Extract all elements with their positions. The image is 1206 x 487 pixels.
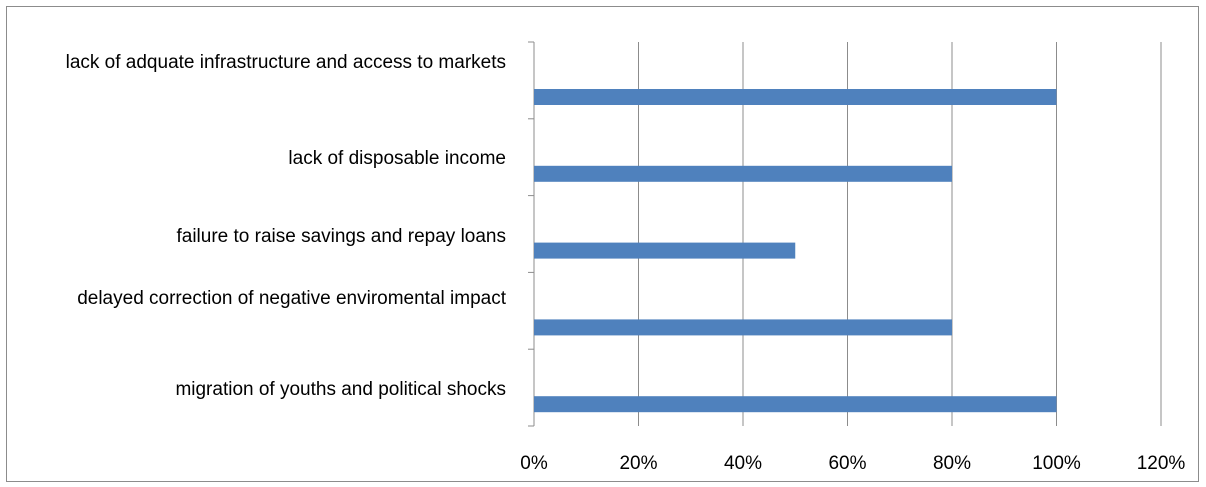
x-tick-label: 60% [828,453,866,474]
category-label: lack of adquate infrastructure and acces… [65,52,506,73]
bar-4 [534,396,1057,413]
x-tick-label: 100% [1032,453,1081,474]
category-label: migration of youths and political shocks [175,379,506,400]
bar-0 [534,89,1057,105]
category-label: failure to raise savings and repay loans [176,226,506,247]
bar-3 [534,319,952,336]
bar-2 [534,242,796,259]
x-tick-label: 0% [520,453,548,474]
x-tick-label: 120% [1137,453,1186,474]
bar-1 [534,165,952,182]
category-label: delayed correction of negative enviromen… [77,288,506,309]
category-label: lack of disposable income [288,148,506,169]
x-tick-label: 40% [724,453,762,474]
x-tick-label: 80% [933,453,971,474]
x-tick-label: 20% [619,453,657,474]
